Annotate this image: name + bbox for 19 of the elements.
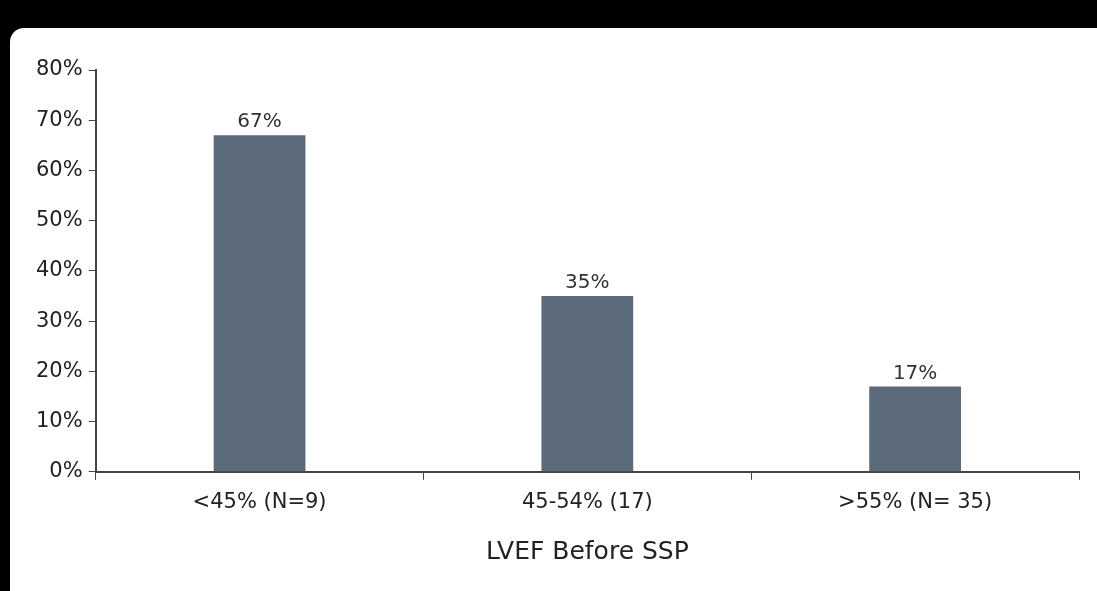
y-tick-label: 80% bbox=[35, 56, 83, 81]
data-label: 17% bbox=[892, 359, 938, 384]
bar bbox=[541, 296, 634, 472]
bar bbox=[869, 386, 961, 472]
x-tick-label: >55% (N= 35) bbox=[838, 488, 993, 513]
y-tick-label: 60% bbox=[35, 156, 83, 181]
x-tick-label: 45-54% (17) bbox=[521, 488, 653, 513]
y-tick-label: 50% bbox=[35, 207, 83, 232]
data-label: 35% bbox=[565, 269, 610, 294]
y-tick-label: 20% bbox=[35, 357, 83, 382]
y-tick-label: 10% bbox=[35, 408, 83, 433]
y-tick-label: 30% bbox=[35, 307, 83, 332]
y-tick-label: 40% bbox=[35, 257, 83, 282]
y-tick-label: 70% bbox=[35, 106, 83, 131]
y-tick-label: 0% bbox=[49, 458, 83, 483]
x-axis-title: LVEF Before SSP bbox=[485, 535, 689, 565]
bar bbox=[213, 135, 306, 472]
data-label: 67% bbox=[237, 108, 282, 133]
x-tick-label: <45% (N=9) bbox=[192, 488, 327, 513]
